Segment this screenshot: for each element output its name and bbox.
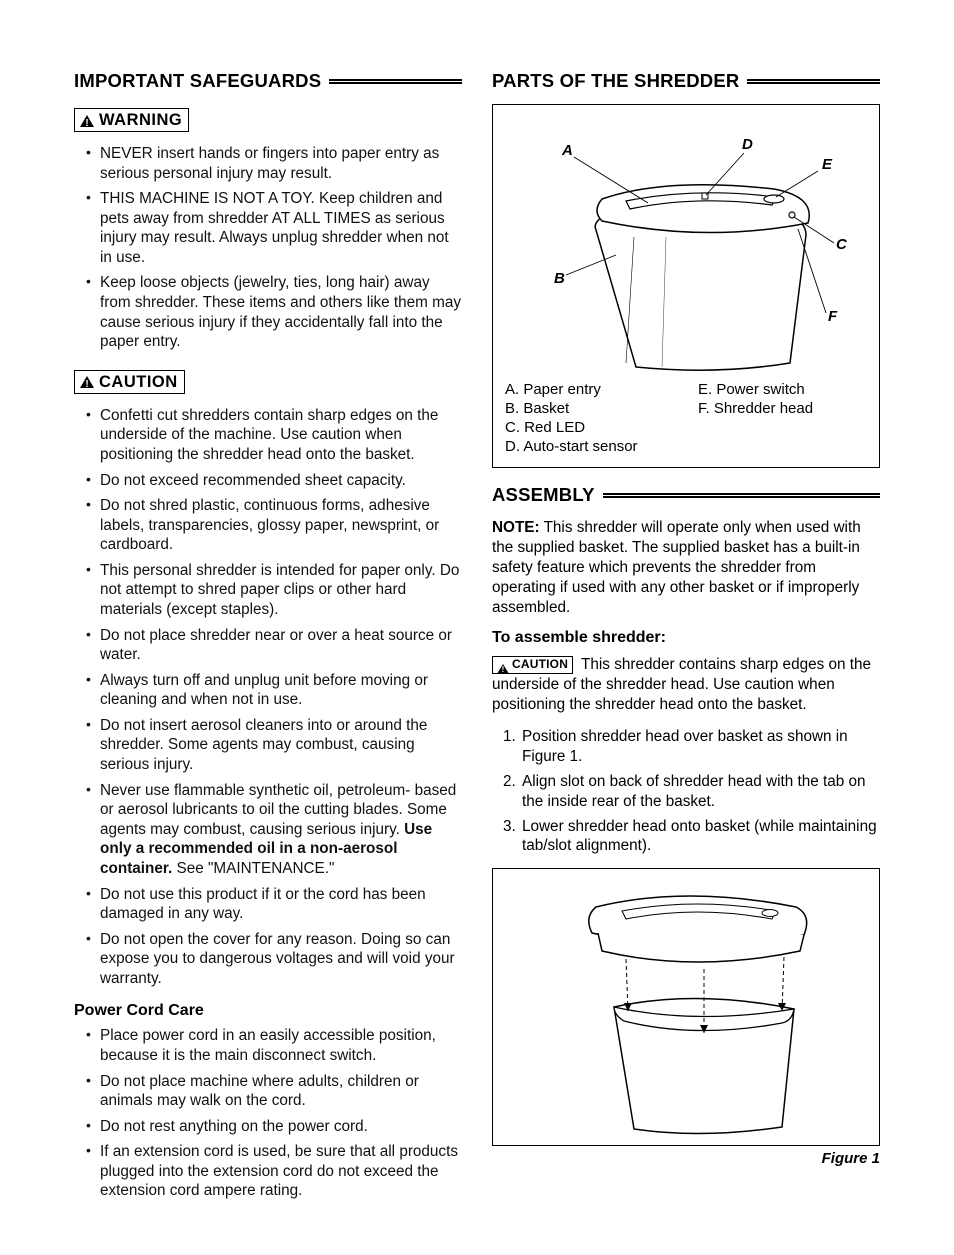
warning-icon: ! [79, 114, 95, 128]
caution-item: Do not exceed recommended sheet capacity… [86, 471, 462, 491]
legend-col-2: E. Power switch F. Shredder head [698, 381, 867, 457]
warning-badge-text: WARNING [99, 111, 182, 130]
parts-heading: PARTS OF THE SHREDDER [492, 70, 880, 92]
caution-badge: ! CAUTION [74, 370, 185, 394]
caution-list: Confetti cut shredders contain sharp edg… [74, 406, 462, 989]
power-cord-item: Do not rest anything on the power cord. [86, 1117, 462, 1137]
svg-text:!: ! [85, 379, 88, 389]
assembly-heading-text: ASSEMBLY [492, 484, 595, 506]
legend-b: B. Basket [505, 400, 674, 417]
callout-b: B [554, 270, 565, 287]
caution-item: Do not insert aerosol cleaners into or a… [86, 716, 462, 775]
safeguards-heading-text: IMPORTANT SAFEGUARDS [74, 70, 321, 92]
caution-inline-icon: ! [497, 660, 509, 671]
svg-text:!: ! [502, 665, 505, 674]
legend-e: E. Power switch [698, 381, 867, 398]
caution-item: Do not use this product if it or the cor… [86, 885, 462, 924]
figure-1-diagram [501, 877, 871, 1137]
power-cord-item: Place power cord in an easily accessible… [86, 1026, 462, 1065]
note-text: This shredder will operate only when use… [492, 519, 861, 616]
assembly-note: NOTE: This shredder will operate only wh… [492, 518, 880, 617]
legend-a: A. Paper entry [505, 381, 674, 398]
callout-e: E [822, 156, 833, 173]
power-cord-item: Do not place machine where adults, child… [86, 1072, 462, 1111]
caution-item: This personal shredder is intended for p… [86, 561, 462, 620]
right-column: PARTS OF THE SHREDDER [492, 70, 880, 1215]
figure-1-label: Figure 1 [492, 1150, 880, 1167]
caution-item-oil: Never use flammable synthetic oil, petro… [86, 781, 462, 879]
safeguards-heading: IMPORTANT SAFEGUARDS [74, 70, 462, 92]
assembly-step: Position shredder head over basket as sh… [520, 727, 880, 767]
page: IMPORTANT SAFEGUARDS ! WARNING NEVER ins… [0, 0, 954, 1255]
parts-box: A B C D E F A. Paper entry B. Basket C. … [492, 104, 880, 468]
warning-badge: ! WARNING [74, 108, 189, 132]
legend-c: C. Red LED [505, 419, 674, 436]
legend-f: F. Shredder head [698, 400, 867, 417]
caution-item: Confetti cut shredders contain sharp edg… [86, 406, 462, 465]
callout-f: F [828, 308, 838, 325]
caution-oil-post: See "MAINTENANCE." [172, 860, 334, 877]
caution-item: Do not shred plastic, continuous forms, … [86, 496, 462, 555]
to-assemble-subhead: To assemble shredder: [492, 629, 880, 647]
figure-1-box [492, 868, 880, 1146]
callout-d: D [742, 136, 753, 153]
warning-item: THIS MACHINE IS NOT A TOY. Keep children… [86, 189, 462, 267]
heading-rule [329, 79, 462, 84]
caution-item: Do not open the cover for any reason. Do… [86, 930, 462, 989]
legend-d: D. Auto-start sensor [505, 438, 674, 455]
caution-inline-label: CAUTION [512, 657, 568, 673]
legend-col-1: A. Paper entry B. Basket C. Red LED D. A… [505, 381, 674, 457]
caution-oil-pre: Never use flammable synthetic oil, petro… [100, 782, 456, 838]
assembly-steps: Position shredder head over basket as sh… [492, 727, 880, 856]
power-cord-list: Place power cord in an easily accessible… [74, 1026, 462, 1201]
left-column: IMPORTANT SAFEGUARDS ! WARNING NEVER ins… [74, 70, 462, 1215]
assembly-caution: ! CAUTION This shredder contains sharp e… [492, 655, 880, 715]
caution-icon: ! [79, 375, 95, 389]
parts-diagram: A B C D E F [505, 115, 867, 375]
callout-a: A [561, 142, 573, 159]
heading-rule [747, 79, 880, 84]
power-cord-item: If an extension cord is used, be sure th… [86, 1142, 462, 1201]
caution-item: Do not place shredder near or over a hea… [86, 626, 462, 665]
caution-item: Always turn off and unplug unit before m… [86, 671, 462, 710]
parts-heading-text: PARTS OF THE SHREDDER [492, 70, 739, 92]
power-cord-subhead: Power Cord Care [74, 1002, 462, 1020]
svg-text:!: ! [85, 118, 88, 128]
assembly-heading: ASSEMBLY [492, 484, 880, 506]
warning-item: NEVER insert hands or fingers into paper… [86, 144, 462, 183]
callout-c: C [836, 236, 848, 253]
assembly-step: Lower shredder head onto basket (while m… [520, 817, 880, 857]
assembly-step: Align slot on back of shredder head with… [520, 772, 880, 812]
warning-list: NEVER insert hands or fingers into paper… [74, 144, 462, 352]
parts-legend: A. Paper entry B. Basket C. Red LED D. A… [505, 381, 867, 457]
warning-item: Keep loose objects (jewelry, ties, long … [86, 273, 462, 351]
note-label: NOTE: [492, 519, 540, 536]
caution-badge-text: CAUTION [99, 373, 178, 392]
heading-rule [603, 493, 880, 498]
caution-inline-badge: ! CAUTION [492, 656, 573, 674]
